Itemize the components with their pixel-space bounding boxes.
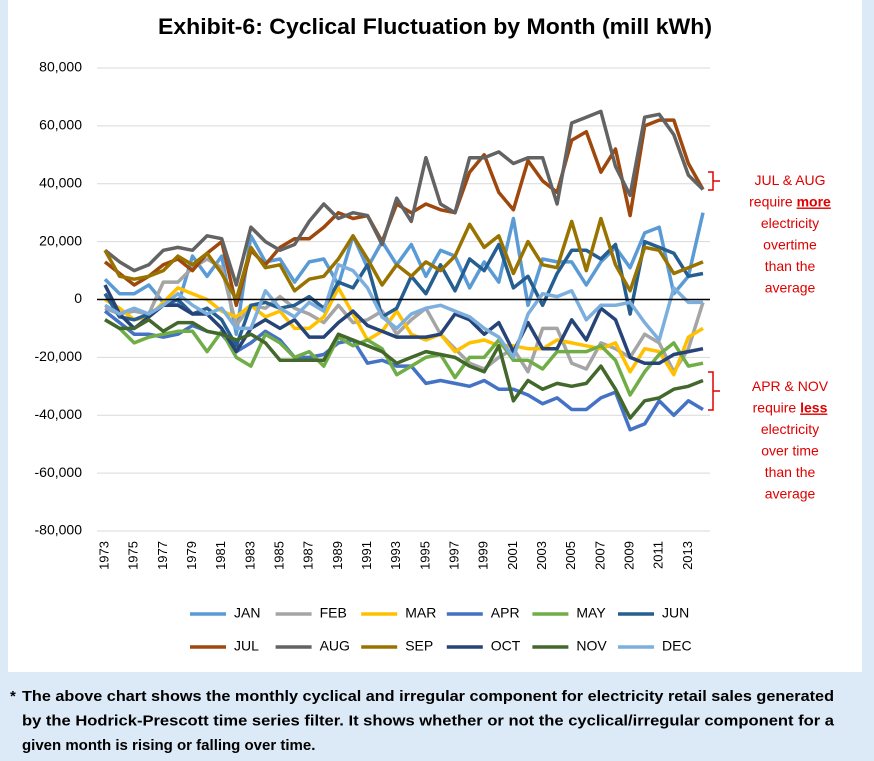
legend-label: MAY xyxy=(576,605,606,621)
x-tick-label: 2001 xyxy=(505,541,520,570)
x-tick-label: 2005 xyxy=(563,541,578,570)
annotation-text: electricity xyxy=(761,421,819,437)
series-line xyxy=(104,257,705,374)
x-tick-label: 1973 xyxy=(96,541,111,570)
annotation: average xyxy=(765,485,816,501)
annotation-text: electricity xyxy=(761,215,819,231)
x-tick-label: 1987 xyxy=(301,541,316,570)
annotation: electricity xyxy=(761,215,819,231)
annotation: than the xyxy=(765,258,816,274)
annotation-text: than the xyxy=(765,464,816,480)
series-line xyxy=(103,212,705,336)
y-tick-label: -40,000 xyxy=(35,406,83,422)
y-tick-label: -60,000 xyxy=(35,464,83,480)
x-tick-label: 1993 xyxy=(388,541,403,570)
annotation-text: average xyxy=(765,485,816,501)
annotation: require less xyxy=(753,399,828,415)
legend-label: JUN xyxy=(662,605,689,621)
annotation: APR & NOV xyxy=(752,378,829,394)
annotation-text: over time xyxy=(761,442,819,458)
x-tick-label: 2007 xyxy=(592,541,607,570)
x-tick-label: 2013 xyxy=(680,541,695,570)
x-tick-label: 1981 xyxy=(213,541,228,570)
series-line xyxy=(103,216,704,302)
x-tick-label: 1995 xyxy=(417,541,432,570)
annotation: overtime xyxy=(763,236,817,252)
y-tick-label: 0 xyxy=(74,290,82,306)
y-tick-label: 40,000 xyxy=(39,174,82,190)
annotation-text: overtime xyxy=(763,236,817,252)
annotation: than the xyxy=(765,464,816,480)
x-tick-label: 1997 xyxy=(446,541,461,570)
legend-label: JAN xyxy=(234,605,260,621)
legend-label: AUG xyxy=(320,638,350,654)
annotation-text: JUL & AUG xyxy=(754,172,825,188)
series-line xyxy=(103,239,704,348)
x-tick-label: 1983 xyxy=(242,541,257,570)
x-tick-label: 1977 xyxy=(155,541,170,570)
annotation: over time xyxy=(761,442,819,458)
footnote: given month is rising or falling over ti… xyxy=(22,737,315,754)
chart-title: Exhibit-6: Cyclical Fluctuation by Month… xyxy=(158,14,712,39)
x-tick-label: 2011 xyxy=(651,541,666,569)
legend-label: APR xyxy=(491,605,520,621)
series-line xyxy=(104,318,704,397)
x-tick-label: 2009 xyxy=(622,541,637,570)
annotation: require more xyxy=(749,193,831,209)
y-tick-label: 80,000 xyxy=(39,59,82,75)
series-line xyxy=(103,109,705,287)
x-tick-label: 1975 xyxy=(126,541,141,570)
y-tick-label: -80,000 xyxy=(35,522,83,538)
annotation-text: require xyxy=(753,399,800,415)
legend-label: JUL xyxy=(234,638,259,654)
legend-label: DEC xyxy=(662,638,692,654)
footnote: by the Hodrick-Prescott time series filt… xyxy=(22,712,835,729)
x-tick-label: 1989 xyxy=(330,541,345,570)
annotation-text: less xyxy=(800,399,827,415)
annotation-text: average xyxy=(765,279,816,295)
y-tick-label: 20,000 xyxy=(39,232,82,248)
series-line xyxy=(104,263,703,360)
annotation-text: require xyxy=(749,193,796,209)
legend-label: FEB xyxy=(320,605,347,621)
x-tick-label: 1979 xyxy=(184,541,199,570)
y-tick-label: 60,000 xyxy=(39,117,82,133)
series-line xyxy=(104,318,704,420)
footnote: The above chart shows the monthly cyclic… xyxy=(22,688,834,705)
annotation-bracket xyxy=(708,371,720,411)
y-tick-label: -20,000 xyxy=(35,348,83,364)
legend-label: MAR xyxy=(405,605,436,621)
legend-label: NOV xyxy=(576,638,607,654)
x-tick-label: 1985 xyxy=(271,541,286,570)
footnote-marker: * xyxy=(10,688,16,705)
annotation: JUL & AUG xyxy=(754,172,825,188)
annotation-text: more xyxy=(797,193,831,209)
x-tick-label: 1991 xyxy=(359,541,374,570)
legend-label: SEP xyxy=(405,638,433,654)
annotation-text: than the xyxy=(765,258,816,274)
annotation: average xyxy=(765,279,816,295)
x-tick-label: 2003 xyxy=(534,541,549,570)
annotation: electricity xyxy=(761,421,819,437)
x-tick-label: 1999 xyxy=(476,541,491,570)
legend-label: OCT xyxy=(491,638,521,654)
annotation-bracket xyxy=(708,171,720,191)
annotation-text: APR & NOV xyxy=(752,378,829,394)
